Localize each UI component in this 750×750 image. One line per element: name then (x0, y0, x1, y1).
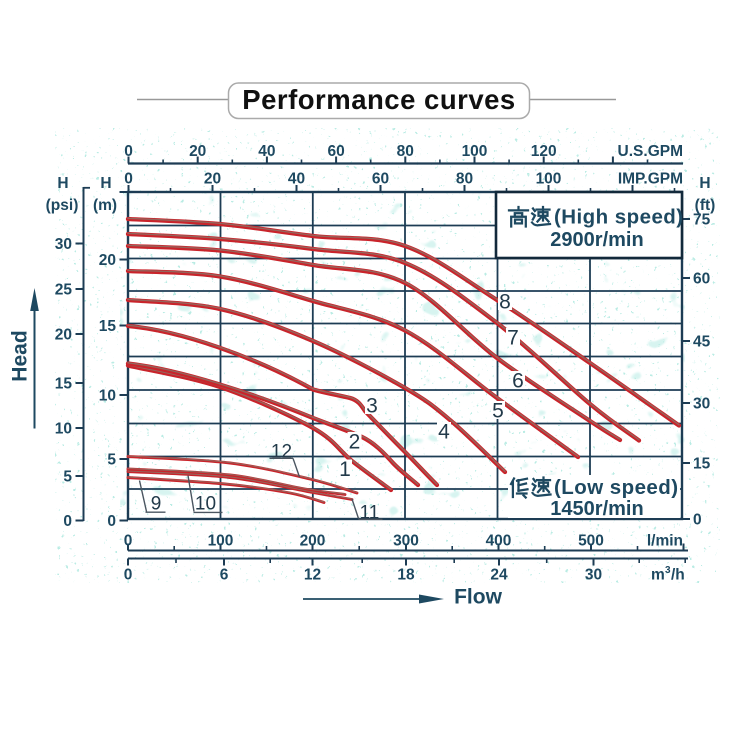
svg-text:m: m (651, 567, 665, 584)
svg-text:25: 25 (55, 282, 73, 299)
svg-text:5: 5 (107, 452, 116, 469)
svg-text:H: H (57, 175, 68, 192)
svg-text:15: 15 (55, 376, 73, 393)
svg-text:Performance curves: Performance curves (242, 84, 515, 115)
svg-text:(psi): (psi) (46, 197, 79, 214)
svg-text:5: 5 (492, 400, 504, 423)
svg-text:1450r/min: 1450r/min (550, 498, 643, 520)
svg-text:20: 20 (55, 327, 72, 344)
svg-text:200: 200 (300, 533, 326, 550)
svg-text:100: 100 (208, 533, 234, 550)
svg-text:100: 100 (536, 171, 562, 188)
svg-text:U.S.GPM: U.S.GPM (618, 143, 683, 160)
svg-text:H: H (100, 175, 111, 192)
svg-text:(High speed): (High speed) (554, 206, 684, 229)
svg-text:4: 4 (438, 421, 450, 444)
svg-text:400: 400 (486, 533, 512, 550)
svg-text:40: 40 (258, 143, 275, 160)
svg-text:30: 30 (585, 567, 602, 584)
svg-text:75: 75 (693, 212, 711, 229)
svg-text:500: 500 (578, 533, 604, 550)
svg-text:10: 10 (195, 494, 216, 515)
svg-text:0: 0 (693, 512, 702, 529)
svg-text:1: 1 (339, 458, 351, 481)
svg-text:30: 30 (55, 236, 72, 253)
svg-text:10: 10 (99, 388, 116, 405)
svg-text:0: 0 (124, 567, 133, 584)
svg-text:Flow: Flow (454, 586, 502, 609)
svg-text:2900r/min: 2900r/min (550, 229, 643, 251)
svg-text:80: 80 (456, 171, 473, 188)
svg-text:(Low speed): (Low speed) (554, 476, 679, 499)
svg-text:60: 60 (327, 143, 344, 160)
svg-text:12: 12 (304, 567, 321, 584)
svg-text:Head: Head (9, 330, 32, 381)
svg-text:/h: /h (671, 567, 685, 584)
svg-text:3: 3 (366, 395, 378, 418)
svg-text:8: 8 (499, 291, 511, 314)
svg-text:2: 2 (349, 431, 361, 454)
svg-text:20: 20 (189, 143, 206, 160)
svg-text:9: 9 (151, 494, 162, 515)
svg-text:3: 3 (665, 565, 671, 576)
svg-text:10: 10 (55, 421, 72, 438)
svg-text:45: 45 (693, 334, 711, 351)
svg-text:11: 11 (360, 503, 380, 524)
svg-text:120: 120 (531, 143, 557, 160)
svg-text:15: 15 (99, 318, 117, 335)
svg-text:18: 18 (397, 567, 415, 584)
svg-text:IMP.GPM: IMP.GPM (618, 171, 683, 188)
svg-text:6: 6 (512, 370, 524, 393)
svg-text:20: 20 (204, 171, 221, 188)
svg-text:12: 12 (271, 442, 292, 463)
svg-text:80: 80 (397, 143, 414, 160)
svg-text:40: 40 (288, 171, 305, 188)
svg-text:0: 0 (124, 171, 133, 188)
svg-text:0: 0 (107, 513, 116, 530)
svg-text:7: 7 (507, 327, 519, 350)
svg-text:6: 6 (220, 567, 229, 584)
svg-text:300: 300 (393, 533, 419, 550)
svg-text:H: H (699, 175, 710, 192)
svg-text:0: 0 (63, 513, 72, 530)
svg-text:20: 20 (99, 252, 116, 269)
svg-text:30: 30 (693, 396, 710, 413)
svg-text:l/min: l/min (647, 533, 683, 550)
svg-text:60: 60 (372, 171, 389, 188)
svg-text:(ft): (ft) (695, 197, 716, 214)
svg-text:0: 0 (124, 533, 133, 550)
svg-text:(m): (m) (93, 197, 117, 214)
svg-text:100: 100 (462, 143, 488, 160)
svg-text:24: 24 (490, 567, 508, 584)
svg-text:15: 15 (693, 456, 711, 473)
svg-text:5: 5 (63, 469, 72, 486)
svg-text:60: 60 (693, 271, 710, 288)
svg-text:0: 0 (124, 143, 133, 160)
